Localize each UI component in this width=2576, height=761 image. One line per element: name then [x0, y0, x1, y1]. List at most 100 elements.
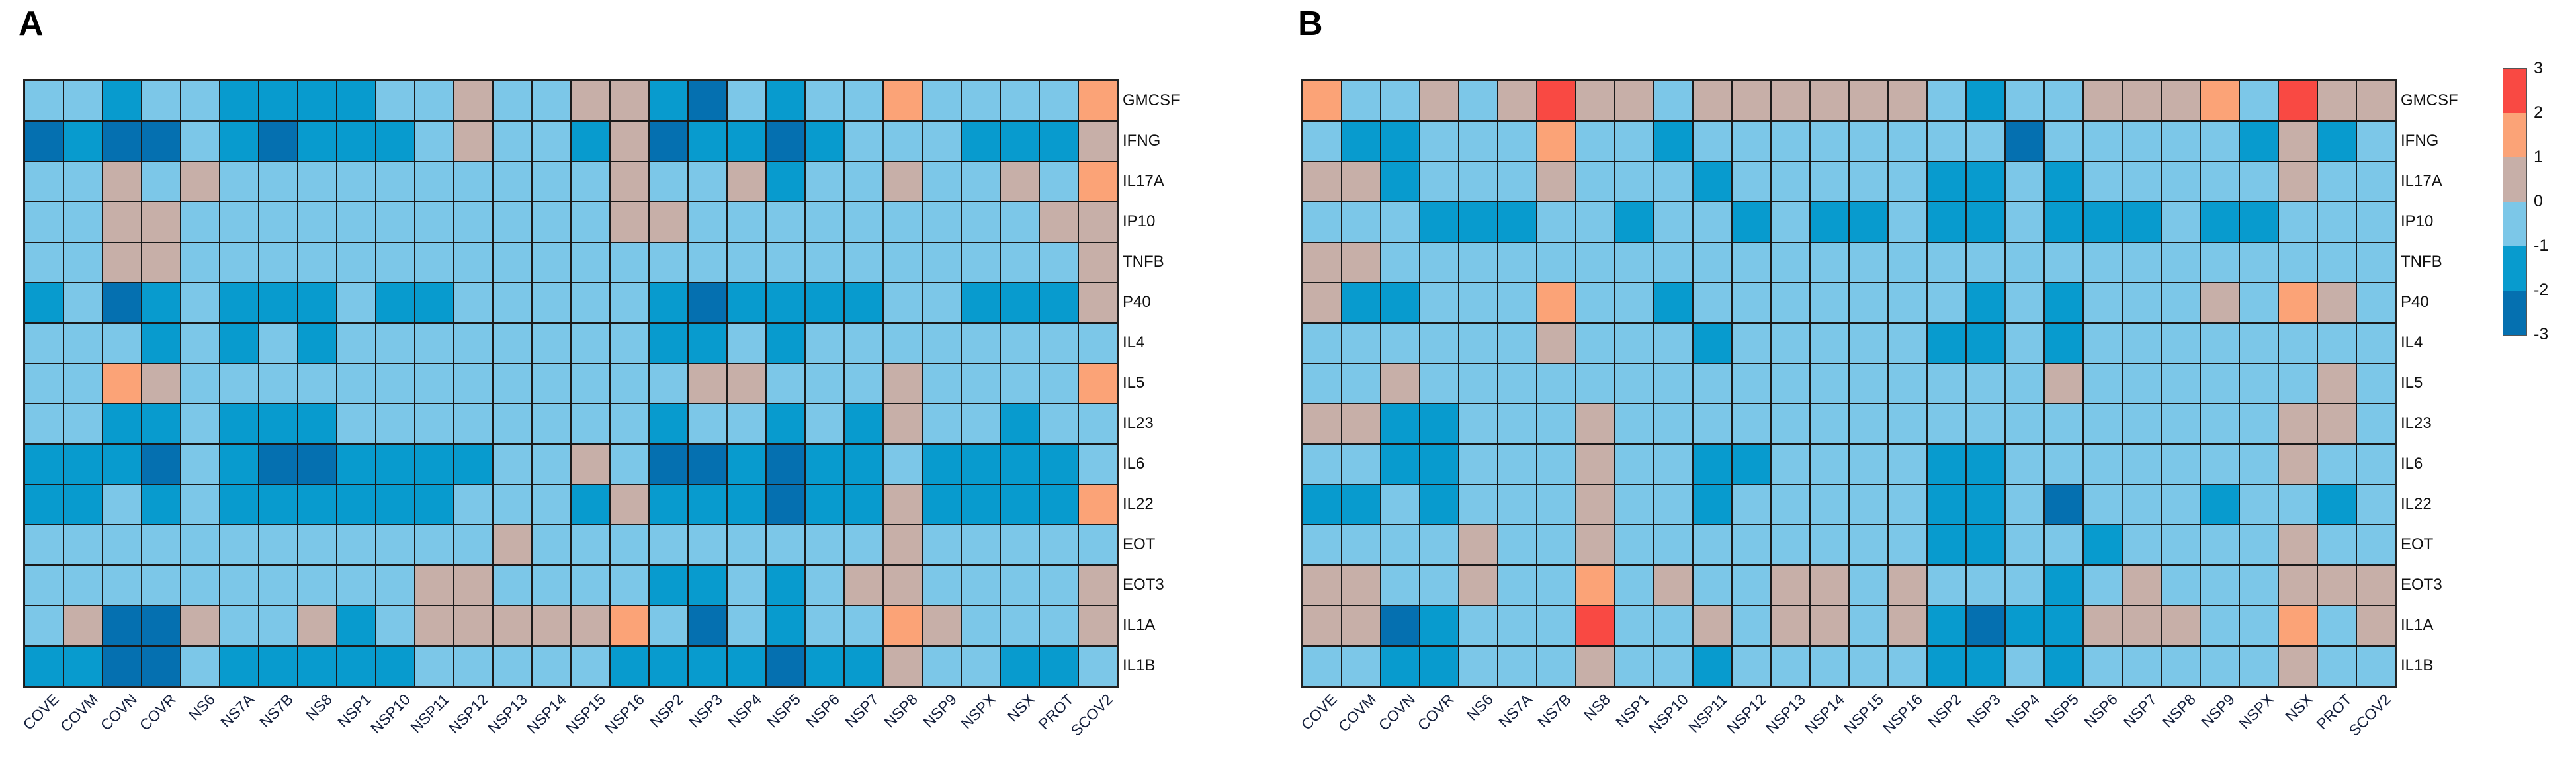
heatmap-cell [1693, 121, 1732, 161]
heatmap-cell [181, 202, 220, 242]
heatmap-cell [415, 161, 454, 202]
heatmap-cell [1303, 81, 1342, 121]
heatmap-cell [1849, 161, 1888, 202]
heatmap-cell [1576, 404, 1615, 444]
heatmap-cell [454, 565, 493, 605]
heatmap-cell [1966, 121, 2005, 161]
heatmap-cell [1420, 323, 1459, 363]
heatmap-cell [571, 363, 610, 404]
heatmap-cell [610, 404, 649, 444]
heatmap-cell [1810, 484, 1849, 525]
heatmap-cell [376, 242, 415, 283]
heatmap-cell [337, 242, 376, 283]
heatmap-cell [1078, 121, 1117, 161]
heatmap-cell [1381, 81, 1420, 121]
colorbar-band [2503, 202, 2526, 246]
heatmap-cell [1498, 525, 1537, 565]
heatmap-cell [454, 121, 493, 161]
row-label-P40: P40 [2401, 292, 2429, 311]
heatmap-cell [2161, 605, 2200, 646]
heatmap-cell [1039, 444, 1078, 484]
heatmap-cell [1966, 646, 2005, 686]
heatmap-cell [454, 161, 493, 202]
heatmap-cell [181, 646, 220, 686]
heatmap-cell [454, 202, 493, 242]
heatmap-cell [1498, 404, 1537, 444]
heatmap-cell [571, 605, 610, 646]
heatmap-cell [298, 646, 337, 686]
heatmap-cell [1810, 404, 1849, 444]
heatmap-cell [220, 202, 259, 242]
heatmap-cell [2356, 161, 2395, 202]
heatmap-cell [103, 646, 142, 686]
heatmap-cell [1498, 565, 1537, 605]
heatmap-cell [298, 283, 337, 323]
x-label-COVN: COVN [97, 690, 141, 734]
heatmap-cell [415, 323, 454, 363]
heatmap-cell [1498, 242, 1537, 283]
heatmap-cell [1537, 121, 1576, 161]
heatmap-cell [1039, 121, 1078, 161]
heatmap-cell [1381, 525, 1420, 565]
heatmap-cell [1888, 605, 1927, 646]
heatmap-cell [337, 404, 376, 444]
heatmap-cell [610, 605, 649, 646]
heatmap-cell [1342, 363, 1381, 404]
heatmap-cell [259, 404, 298, 444]
heatmap-cell [1342, 242, 1381, 283]
heatmap-cell [259, 283, 298, 323]
heatmap-cell [532, 242, 571, 283]
heatmap-cell [805, 363, 844, 404]
heatmap-cell [259, 525, 298, 565]
heatmap-cell [376, 323, 415, 363]
heatmap-cell [2161, 161, 2200, 202]
heatmap-cell [2239, 81, 2278, 121]
heatmap-cell [571, 81, 610, 121]
x-label-NSX: NSX [1004, 690, 1039, 725]
heatmap-cell [1693, 404, 1732, 444]
heatmap-cell [298, 605, 337, 646]
heatmap-cell [454, 444, 493, 484]
heatmap-cell [2005, 323, 2044, 363]
heatmap-cell [2278, 646, 2317, 686]
heatmap-cell [298, 525, 337, 565]
heatmap-cell [1693, 363, 1732, 404]
heatmap-cell [1537, 242, 1576, 283]
heatmap-cell [1732, 525, 1771, 565]
heatmap-cell [1576, 81, 1615, 121]
x-label-NSP9: NSP9 [920, 690, 961, 731]
heatmap-cell [1771, 81, 1810, 121]
heatmap-cell [532, 525, 571, 565]
heatmap-cell [2044, 484, 2083, 525]
heatmap-cell [1537, 646, 1576, 686]
heatmap-cell [1000, 363, 1039, 404]
heatmap-cell [2161, 404, 2200, 444]
heatmap-cell [649, 323, 688, 363]
heatmap-cell [2278, 605, 2317, 646]
heatmap-cell [844, 565, 883, 605]
heatmap-cell [103, 404, 142, 444]
heatmap-cell [2122, 404, 2161, 444]
heatmap-cell [1342, 484, 1381, 525]
heatmap-cell [1849, 565, 1888, 605]
heatmap-cell [1693, 283, 1732, 323]
heatmap-cell [883, 565, 922, 605]
heatmap-cell [415, 81, 454, 121]
heatmap-cell [259, 202, 298, 242]
heatmap-cell [1810, 242, 1849, 283]
heatmap-cell [1537, 161, 1576, 202]
heatmap-cell [1078, 484, 1117, 525]
heatmap-cell [844, 121, 883, 161]
heatmap-cell [1810, 363, 1849, 404]
heatmap-cell [1693, 161, 1732, 202]
heatmap-cell [1927, 646, 1966, 686]
heatmap-cell [883, 161, 922, 202]
heatmap-cell [805, 484, 844, 525]
heatmap-cell [142, 161, 181, 202]
heatmap-cell [883, 404, 922, 444]
heatmap-cell [376, 202, 415, 242]
heatmap-cell [1342, 444, 1381, 484]
heatmap-cell [220, 605, 259, 646]
heatmap-cell [1537, 81, 1576, 121]
heatmap-cell [805, 161, 844, 202]
